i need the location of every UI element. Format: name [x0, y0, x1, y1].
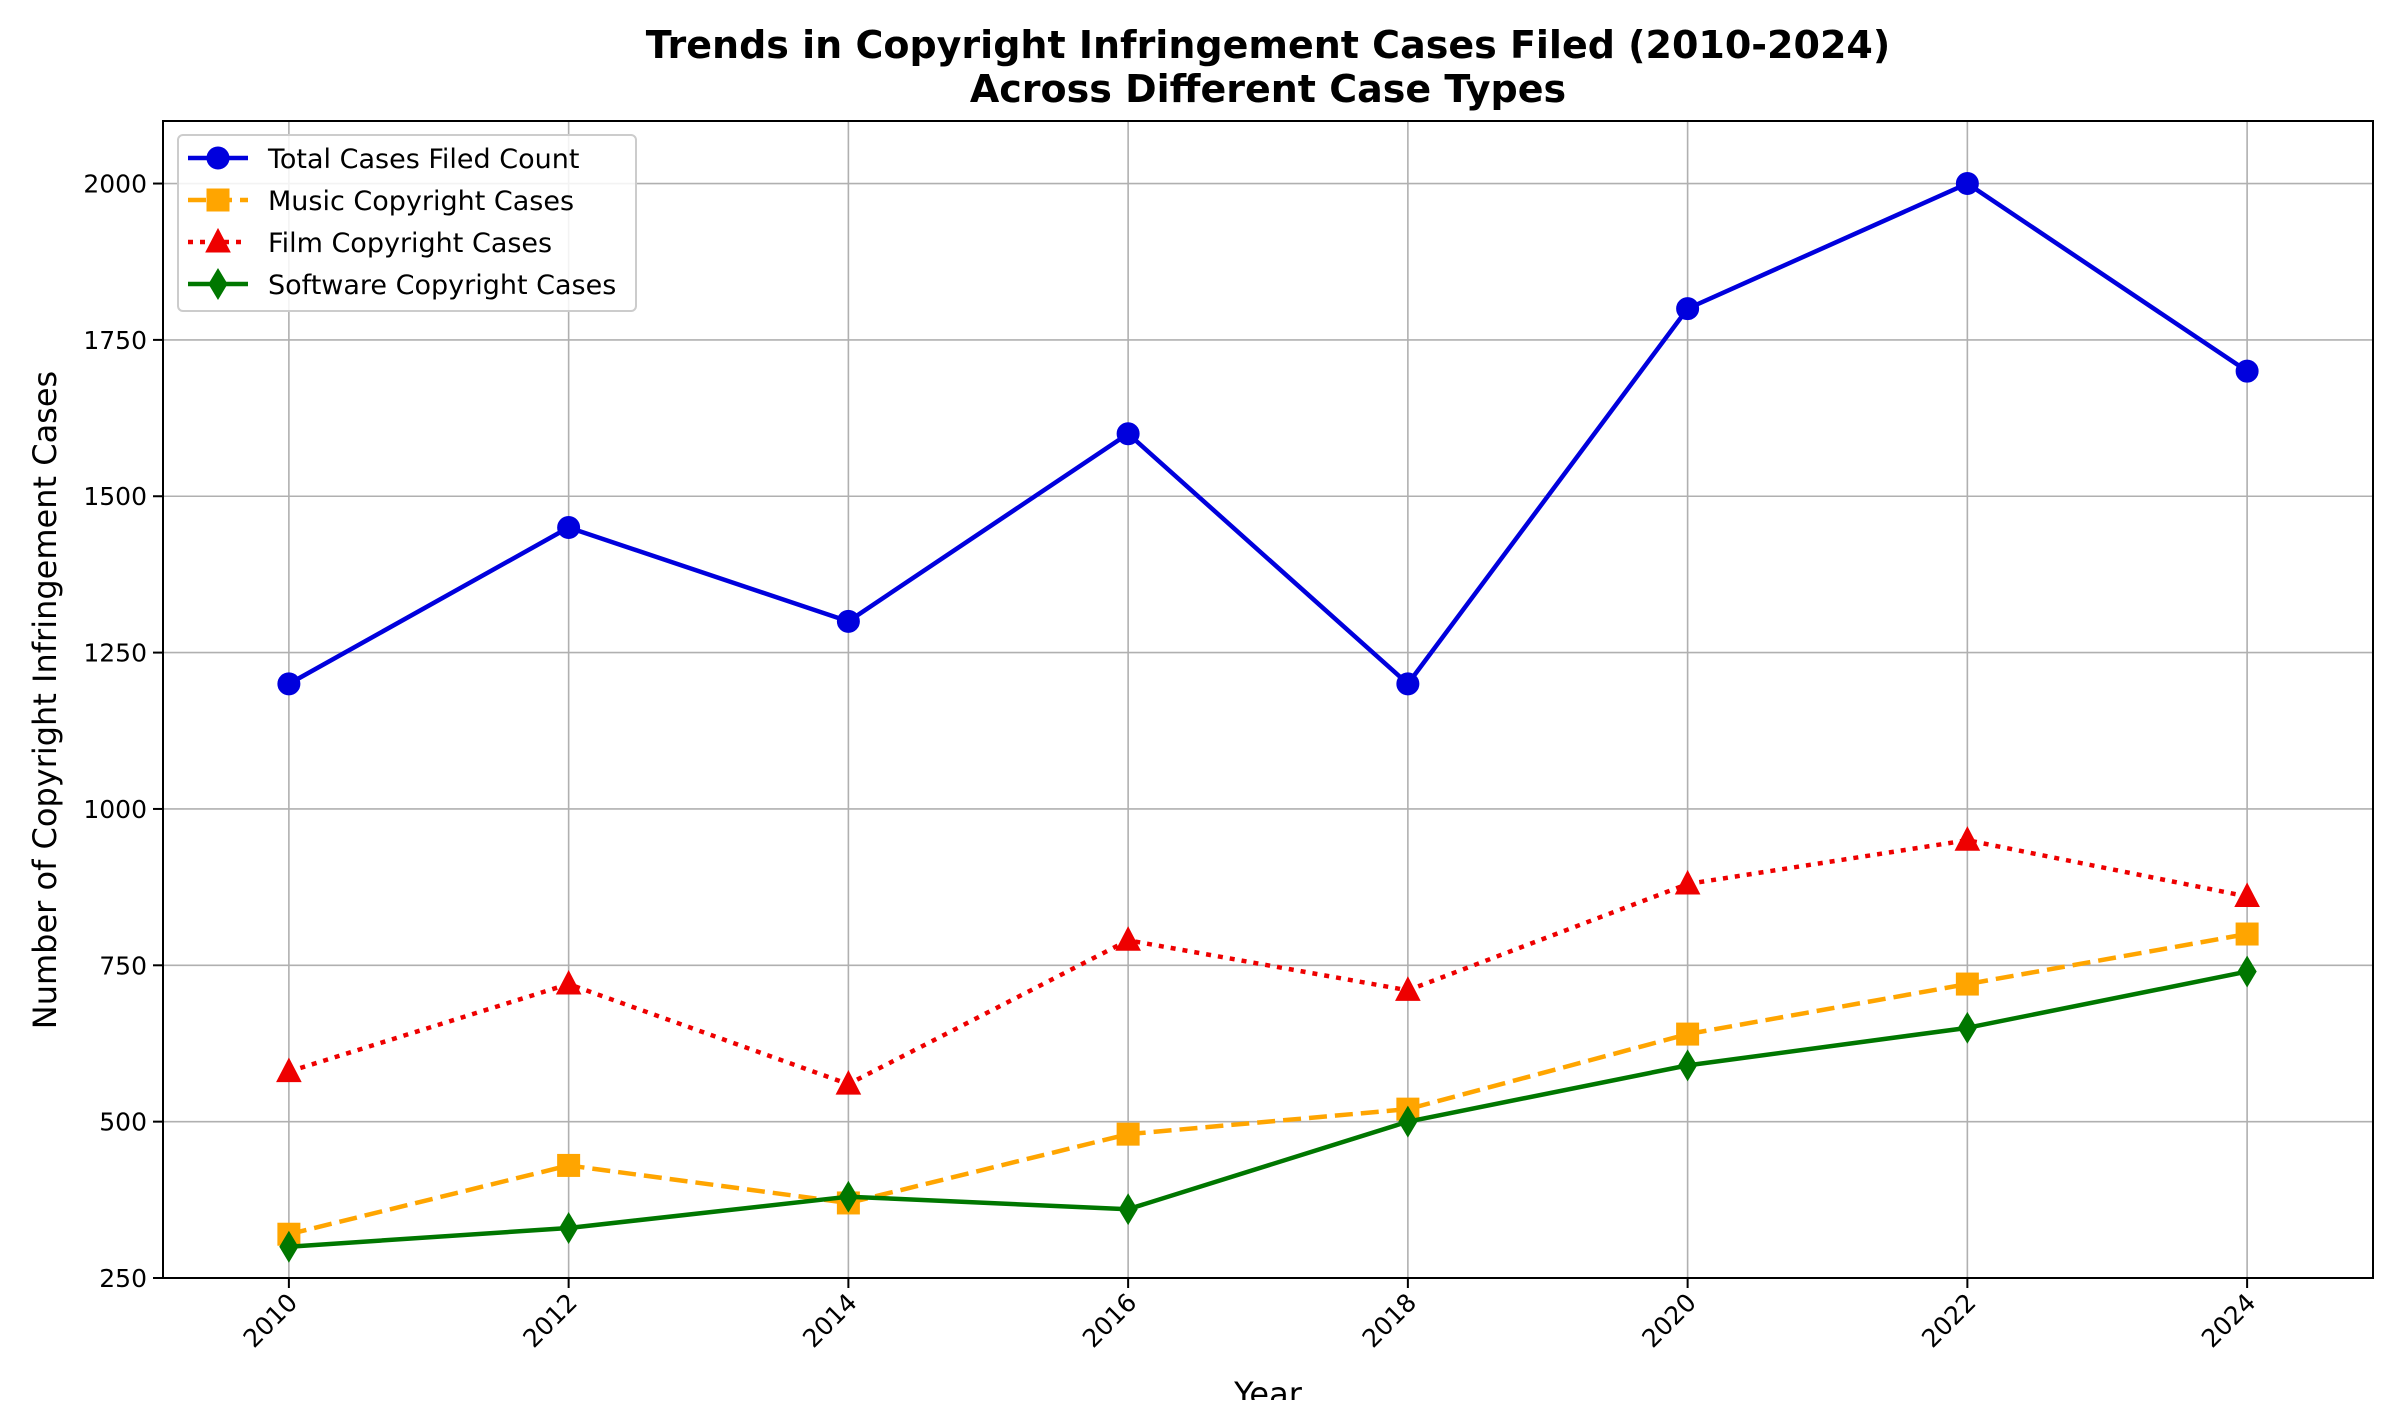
data-point — [279, 1230, 299, 1263]
chart-title-line-1: Trends in Copyright Infringement Cases F… — [646, 23, 1890, 67]
legend-marker — [206, 146, 230, 170]
data-point — [2237, 955, 2257, 988]
data-point — [1678, 1049, 1698, 1082]
series-1 — [277, 922, 2259, 1246]
data-point — [1676, 1022, 1700, 1046]
data-point — [2235, 922, 2259, 946]
data-point — [2235, 359, 2259, 383]
data-point — [1957, 1011, 1977, 1044]
legend-label: Music Copyright Cases — [268, 186, 574, 217]
series-line — [288, 837, 2248, 1087]
y-tick-label: 1250 — [83, 639, 147, 668]
legend-marker — [208, 268, 228, 300]
series-3 — [279, 955, 2257, 1263]
legend: Total Cases Filed Count Music Copyright C… — [177, 134, 637, 312]
legend-item: Film Copyright Cases — [188, 227, 552, 259]
y-tick-label: 500 — [99, 1108, 147, 1137]
data-point — [2234, 882, 2260, 908]
data-point — [1954, 826, 1981, 851]
data-point — [557, 1153, 581, 1177]
y-axis-ticks: 250 500 750 1000 1250 1500 1750 2000 — [83, 170, 163, 1293]
data-point — [1955, 972, 1979, 996]
plot-series — [276, 172, 2260, 1263]
series-2 — [276, 826, 2260, 1095]
series-line — [288, 931, 2248, 1237]
y-axis-label: Number of Copyright Infringement Cases — [26, 371, 64, 1029]
plot-area-frame — [162, 120, 2374, 1279]
legend-label: Film Copyright Cases — [268, 228, 552, 259]
legend-marker — [206, 188, 230, 212]
y-tick-label: 2000 — [83, 170, 147, 199]
x-axis-ticks: 2010 2012 2014 2016 2018 2020 2022 2024 — [238, 1278, 2261, 1353]
series-0 — [277, 172, 2259, 696]
x-tick-label: 2022 — [1916, 1288, 1981, 1353]
y-tick-label: 1500 — [83, 482, 147, 511]
x-axis-label: Year — [1233, 1375, 1303, 1400]
legend-marker — [205, 227, 231, 253]
x-tick-label: 2024 — [2196, 1288, 2261, 1353]
legend-item: Music Copyright Cases — [188, 186, 574, 217]
data-point — [1396, 672, 1420, 696]
data-point — [836, 609, 860, 633]
data-point — [1674, 869, 1701, 895]
data-point — [559, 1211, 579, 1244]
data-point — [557, 516, 581, 540]
y-tick-label: 1000 — [83, 795, 147, 824]
x-tick-label: 2010 — [238, 1288, 303, 1353]
x-tick-label: 2016 — [1077, 1288, 1142, 1353]
y-tick-label: 250 — [99, 1264, 147, 1293]
data-point — [1116, 422, 1140, 446]
legend-box — [177, 134, 637, 312]
legend-label: Total Cases Filed Count — [267, 144, 579, 175]
data-point — [276, 1057, 302, 1083]
chart-title-line-2: Across Different Case Types — [970, 67, 1566, 111]
data-point — [1676, 297, 1700, 321]
x-tick-label: 2018 — [1357, 1288, 1422, 1353]
legend-item: Software Copyright Cases — [188, 268, 616, 301]
data-point — [277, 672, 301, 696]
data-point — [1116, 1122, 1140, 1146]
data-point — [1955, 172, 1979, 196]
data-point — [838, 1180, 858, 1213]
data-point — [1115, 926, 1141, 951]
series-line — [287, 181, 2249, 687]
data-point — [835, 1070, 862, 1095]
legend-label: Software Copyright Cases — [268, 270, 616, 301]
data-point — [1395, 976, 1421, 1001]
x-tick-label: 2014 — [797, 1288, 862, 1353]
data-point — [555, 969, 582, 995]
data-point — [1398, 1105, 1418, 1138]
x-tick-label: 2012 — [517, 1288, 582, 1353]
legend-item: Total Cases Filed Count — [188, 144, 579, 175]
y-tick-label: 750 — [99, 951, 147, 980]
series-line — [288, 969, 2248, 1249]
x-tick-label: 2020 — [1636, 1288, 1701, 1353]
y-tick-label: 1750 — [83, 326, 147, 355]
data-point — [1118, 1193, 1138, 1226]
